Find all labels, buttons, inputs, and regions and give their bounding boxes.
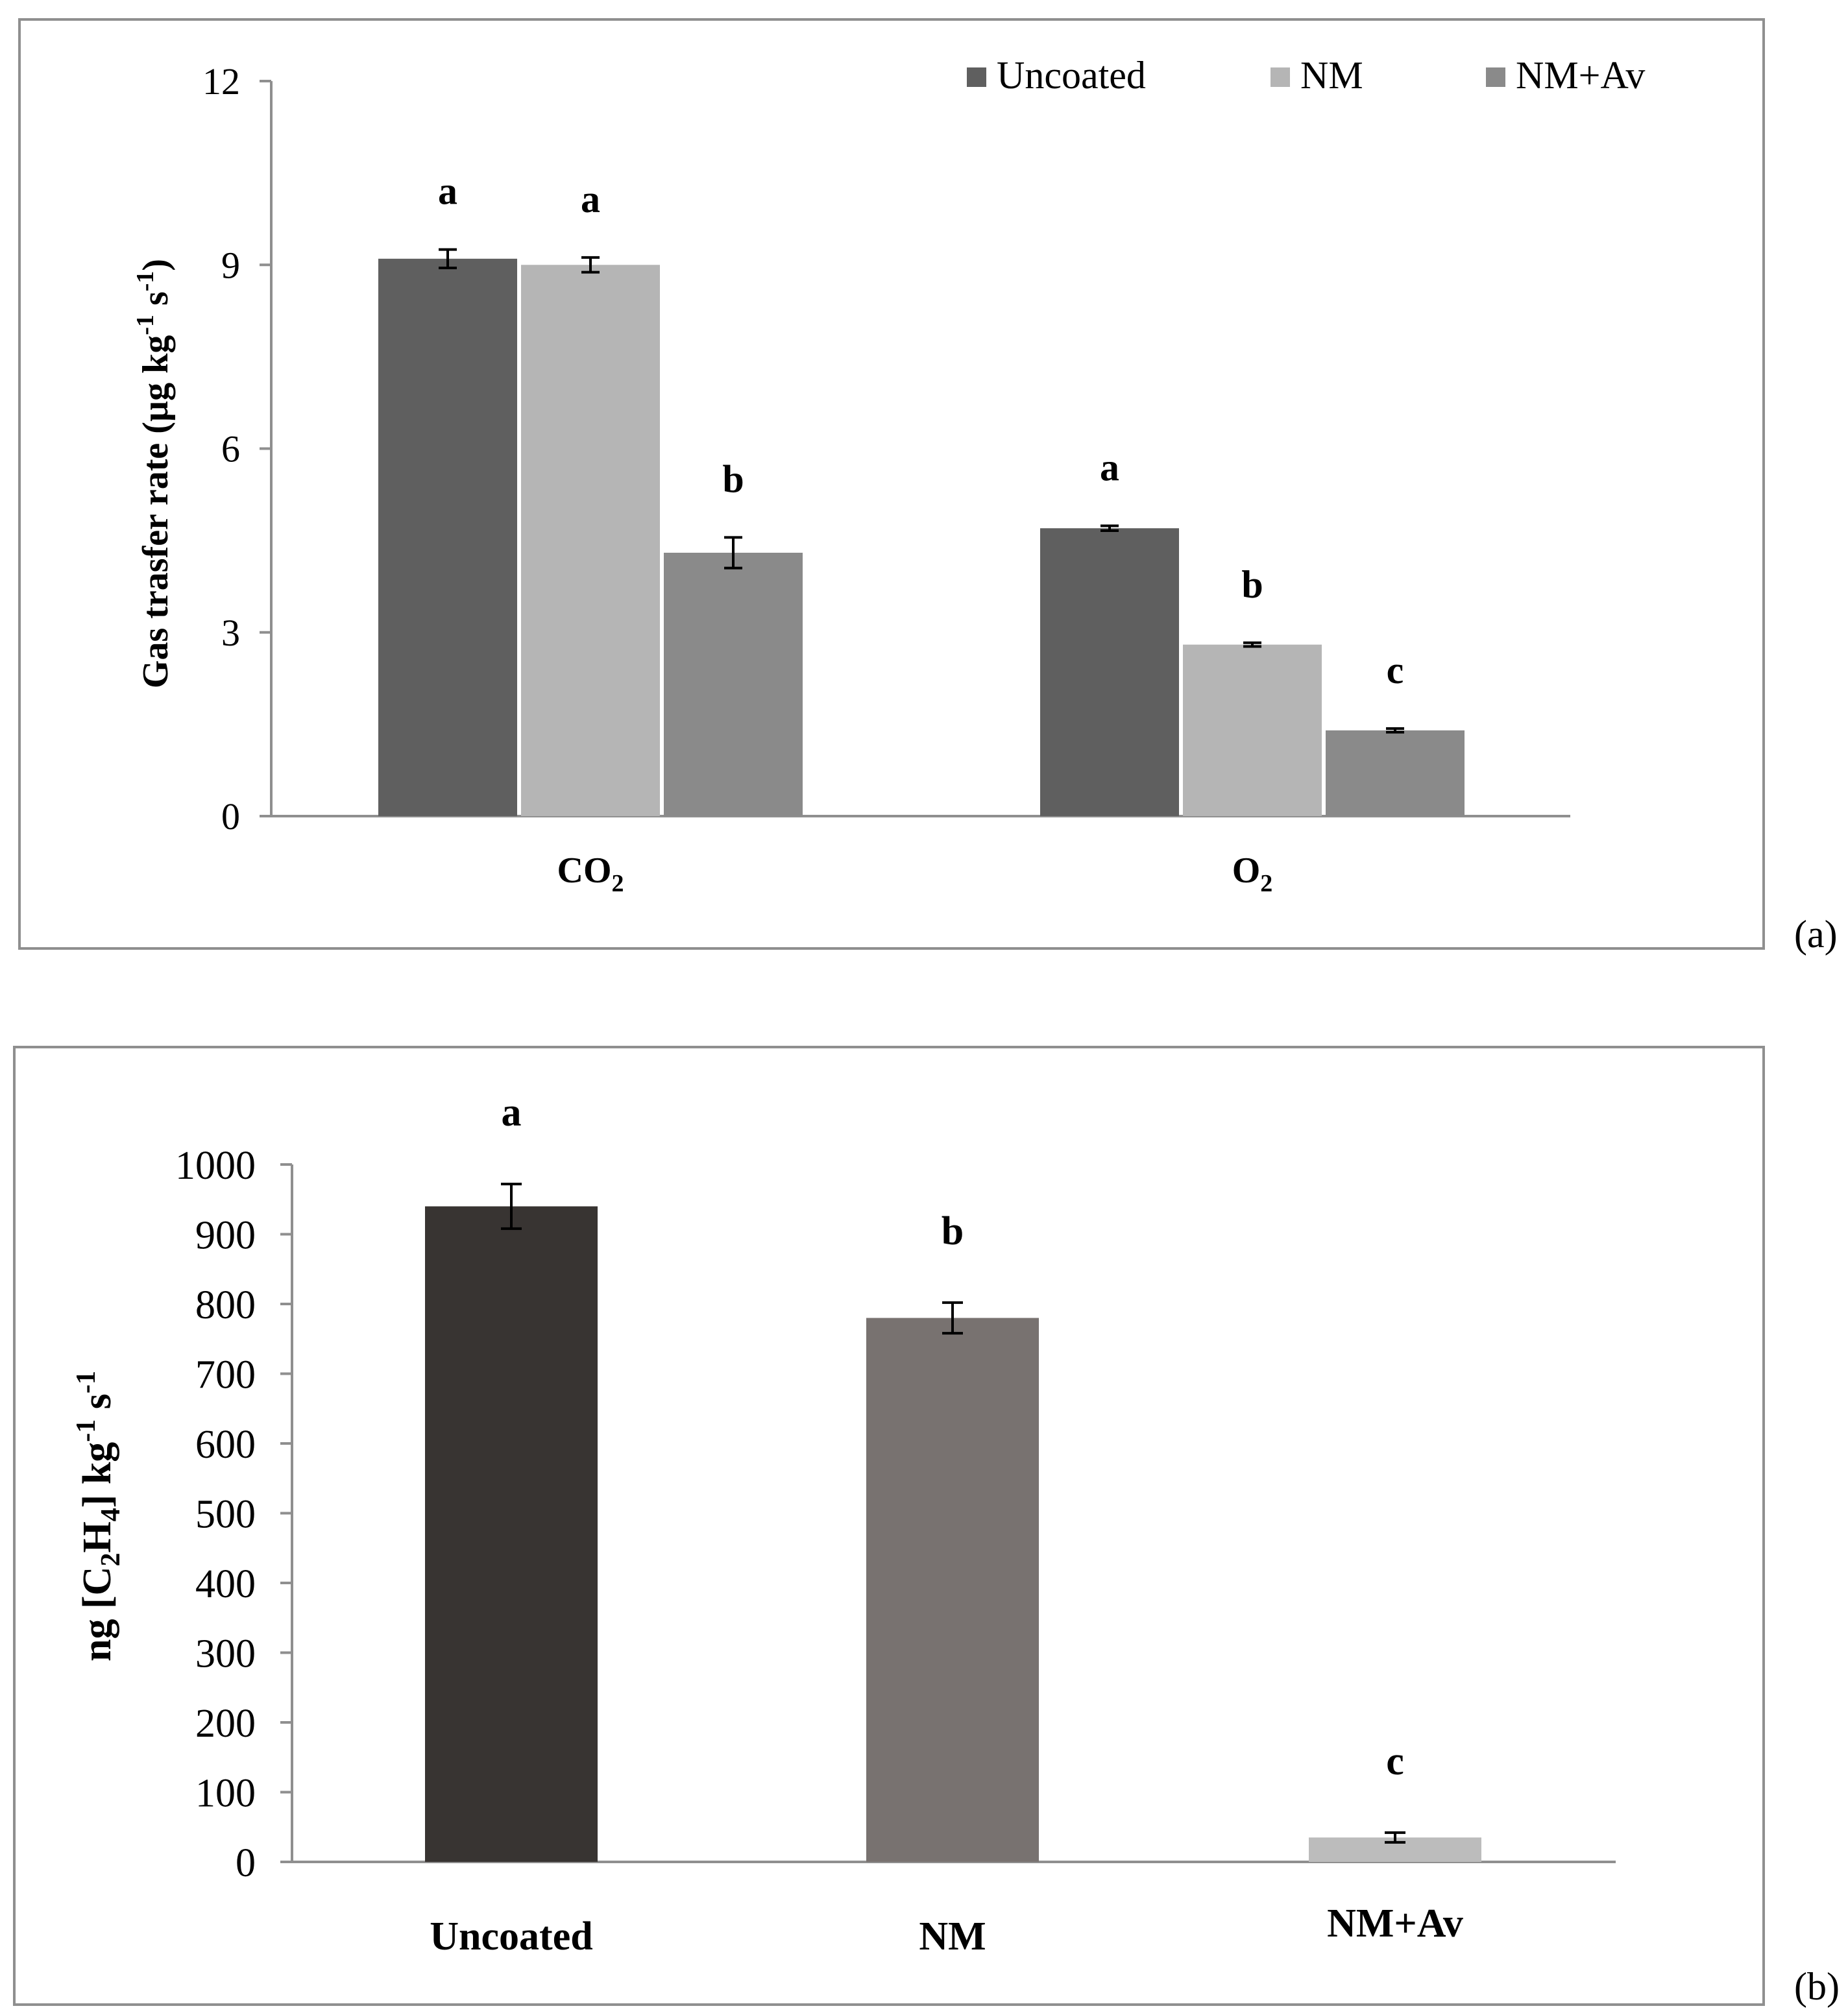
legend-swatch-uncoated — [967, 67, 986, 87]
significance-letter: a — [581, 178, 600, 221]
significance-letter: a — [438, 170, 457, 213]
legend-swatch-nm-av — [1486, 67, 1505, 87]
chart-a-bars: a a b a b c — [378, 170, 1465, 816]
y-tick-label: 500 — [195, 1493, 256, 1537]
chart-a-legend: Uncoated NM NM+Av — [967, 54, 1645, 97]
chart-a-x-tick-labels: CO2 O2 — [557, 851, 1273, 897]
x-tick-label-uncoated: Uncoated — [430, 1914, 592, 1959]
significance-letter: b — [942, 1209, 964, 1253]
bar-uncoated-co2 — [378, 258, 517, 816]
x-tick-label-nm: NM — [919, 1914, 986, 1959]
x-tick-label-o2: O2 — [1232, 851, 1273, 897]
y-tick-label: 100 — [195, 1772, 256, 1816]
y-tick-label: 200 — [195, 1702, 256, 1746]
x-tick-label-co2: CO2 — [557, 851, 624, 897]
panel-a-label: (a) — [1794, 913, 1838, 956]
chart-a-y-axis-label: Gas trasfer rate (µg kg-1 s-1) — [132, 259, 176, 688]
y-tick-label: 300 — [195, 1632, 256, 1676]
y-tick-label: 900 — [195, 1214, 256, 1258]
y-tick-label: 12 — [202, 60, 240, 103]
bar-nm — [866, 1318, 1039, 1862]
significance-letter: b — [722, 457, 744, 500]
bar-uncoated-o2 — [1040, 528, 1179, 816]
significance-letter: c — [1387, 649, 1404, 692]
bar-nm-co2 — [521, 265, 660, 816]
legend-label-nm: NM — [1300, 54, 1363, 97]
y-tick-label: 700 — [195, 1353, 256, 1397]
y-tick-label: 0 — [236, 1841, 256, 1885]
significance-letter: c — [1386, 1739, 1404, 1783]
significance-letter: a — [1100, 446, 1119, 489]
bar-nm-av-o2 — [1326, 730, 1465, 816]
panel-a-frame — [18, 18, 1765, 950]
chart-b-y-axis-label: ng [C2H4] kg-1 s-1 — [71, 1371, 126, 1661]
chart-b-x-tick-labels: Uncoated NM NM+Av — [430, 1901, 1463, 1959]
significance-letter: a — [502, 1091, 522, 1135]
legend-swatch-nm — [1270, 67, 1290, 87]
y-tick-label: 3 — [221, 612, 240, 654]
chart-a: 0 3 6 9 12 a a b a b c CO2 O2 Gas trasfer rate (µ… — [132, 54, 1645, 897]
y-tick-label: 1000 — [175, 1144, 256, 1188]
chart-b-bars: a b c — [425, 1091, 1481, 1862]
bar-nm-o2 — [1183, 644, 1322, 816]
y-tick-label: 800 — [195, 1283, 256, 1327]
y-tick-label: 9 — [221, 244, 240, 286]
x-tick-label-nm-av: NM+Av — [1327, 1901, 1463, 1946]
legend-label-nm-av: NM+Av — [1516, 54, 1645, 97]
y-tick-label: 600 — [195, 1423, 256, 1467]
legend-label-uncoated: Uncoated — [997, 54, 1146, 97]
y-tick-label: 6 — [221, 428, 240, 470]
significance-letter: b — [1241, 563, 1263, 606]
y-tick-label: 0 — [221, 795, 240, 838]
chart-b: 0 100 200 300 400 500 600 700 800 900 1000 a b c Unc… — [71, 1091, 1616, 1959]
y-tick-label: 400 — [195, 1562, 256, 1606]
bar-uncoated — [425, 1206, 598, 1862]
bar-nm-av-co2 — [664, 553, 803, 816]
panel-b-label: (b) — [1794, 1965, 1840, 2008]
